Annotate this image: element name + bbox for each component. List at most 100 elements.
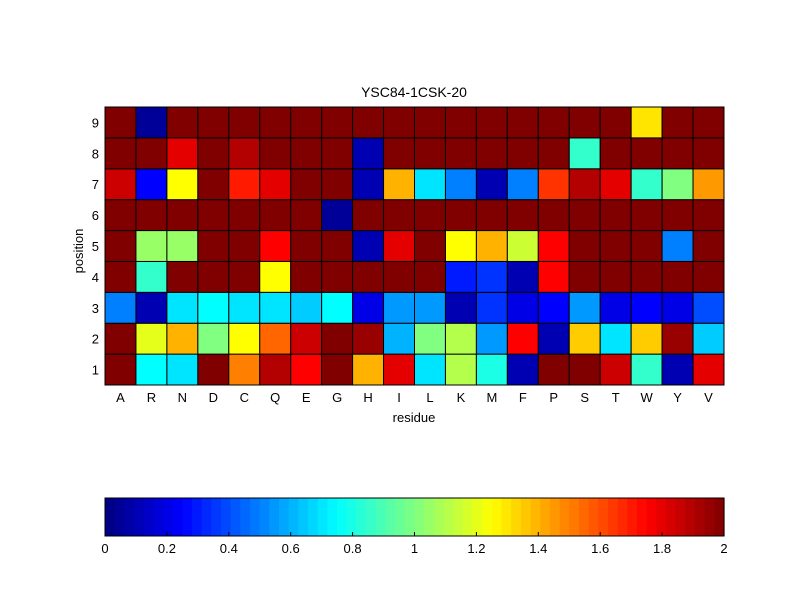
heatmap-cell-N-6 [166, 199, 199, 232]
colorbar-segment [646, 498, 657, 536]
heatmap-cell-Y-5 [661, 230, 694, 262]
colorbar-segment [404, 498, 416, 536]
colorbar-segment [530, 498, 541, 536]
heatmap-cell-Q-9 [259, 106, 292, 139]
heatmap-cell-N-8 [166, 137, 199, 170]
colorbar-segment [114, 498, 125, 536]
heatmap-cell-A-9 [104, 106, 137, 139]
y-tick-label-9: 9 [92, 115, 99, 130]
heatmap-cell-M-8 [475, 137, 508, 170]
heatmap-cell-R-8 [135, 137, 168, 170]
heatmap-cell-K-1 [444, 353, 477, 386]
heatmap-cell-H-7 [352, 168, 385, 201]
heatmap-cell-T-7 [599, 168, 632, 201]
x-tick-label-F: F [519, 390, 527, 405]
colorbar-segment [327, 498, 338, 536]
heatmap-cell-N-7 [166, 168, 199, 201]
y-tick-label-8: 8 [92, 146, 99, 161]
colorbar-segment [395, 498, 406, 536]
heatmap-cell-Y-3 [661, 291, 694, 324]
heatmap-cell-N-4 [166, 260, 199, 293]
heatmap-cell-Q-4 [259, 260, 292, 293]
heatmap-cell-L-6 [414, 199, 446, 232]
heatmap-cell-Y-1 [661, 353, 694, 386]
heatmap-cell-P-1 [537, 353, 570, 386]
heatmap-cell-R-9 [135, 106, 168, 139]
colorbar-segment [694, 498, 706, 536]
heatmap-cells [104, 106, 725, 386]
x-tick-label-A: A [116, 390, 125, 405]
heatmap-cell-K-6 [444, 199, 477, 232]
heatmap-cell-V-9 [692, 106, 725, 139]
colorbar-segment [617, 498, 628, 536]
heatmap-cell-V-7 [692, 168, 725, 201]
heatmap-cell-H-2 [352, 322, 385, 355]
colorbar-tick-label: 0 [101, 541, 108, 556]
heatmap-cell-S-5 [568, 230, 601, 262]
heatmap-cell-Y-8 [661, 137, 694, 170]
heatmap-cell-I-9 [383, 106, 415, 139]
heatmap-cell-L-2 [414, 322, 446, 355]
heatmap-cell-C-7 [228, 168, 261, 201]
heatmap-cell-E-1 [290, 353, 323, 386]
heatmap-cell-K-8 [444, 137, 477, 170]
y-tick-label-4: 4 [92, 270, 99, 285]
heatmap-cell-Y-6 [661, 199, 694, 232]
x-tick-label-L: L [426, 390, 433, 405]
colorbar-segment [598, 498, 609, 536]
heatmap-cell-Y-9 [661, 106, 694, 139]
colorbar-segment [163, 498, 174, 536]
heatmap-cell-Q-1 [259, 353, 292, 386]
heatmap-cell-V-4 [692, 260, 725, 293]
colorbar-segment [250, 498, 261, 536]
heatmap-cell-Q-8 [259, 137, 292, 170]
heatmap-cell-C-6 [228, 199, 261, 232]
heatmap-cell-K-9 [444, 106, 477, 139]
heatmap-cell-G-7 [321, 168, 354, 201]
heatmap-cell-E-8 [290, 137, 323, 170]
heatmap-cell-H-1 [352, 353, 385, 386]
colorbar-segment [385, 498, 396, 536]
colorbar-tick-label: 0.4 [220, 541, 238, 556]
colorbar-segment [134, 498, 145, 536]
heatmap-cell-R-7 [135, 168, 168, 201]
heatmap-cell-V-5 [692, 230, 725, 262]
heatmap-cell-D-5 [197, 230, 230, 262]
heatmap-cell-V-8 [692, 137, 725, 170]
heatmap-cell-G-4 [321, 260, 354, 293]
heatmap-cell-F-3 [506, 291, 539, 324]
heatmap-cell-P-9 [537, 106, 570, 139]
heatmap-cell-K-4 [444, 260, 477, 293]
heatmap-cell-I-2 [383, 322, 415, 355]
x-tick-label-P: P [549, 390, 558, 405]
heatmap-cell-Q-5 [259, 230, 292, 262]
colorbar-segment [308, 498, 319, 536]
colorbar-segment [501, 498, 512, 536]
heatmap-cell-I-5 [383, 230, 415, 262]
heatmap-cell-D-7 [197, 168, 230, 201]
colorbar-segment [636, 498, 648, 536]
x-tick-label-K: K [457, 390, 466, 405]
heatmap-cell-D-1 [197, 353, 230, 386]
heatmap-cell-G-3 [321, 291, 354, 324]
heatmap-cell-A-3 [104, 291, 137, 324]
heatmap-cell-D-4 [197, 260, 230, 293]
heatmap-cell-A-5 [104, 230, 137, 262]
heatmap-cell-Q-6 [259, 199, 292, 232]
colorbar-segment [230, 498, 241, 536]
heatmap-cell-F-5 [506, 230, 539, 262]
heatmap-cell-C-9 [228, 106, 261, 139]
heatmap-cell-W-3 [630, 291, 663, 324]
heatmap-cell-E-5 [290, 230, 323, 262]
heatmap-cell-I-4 [383, 260, 415, 293]
heatmap-cell-K-7 [444, 168, 477, 201]
heatmap-cell-A-1 [104, 353, 137, 386]
x-tick-label-Q: Q [270, 390, 280, 405]
colorbar-segment [685, 498, 696, 536]
heatmap-cell-M-9 [475, 106, 508, 139]
colorbar-segment [337, 498, 348, 536]
heatmap-cell-L-7 [414, 168, 446, 201]
heatmap-cell-G-2 [321, 322, 354, 355]
heatmap-cell-M-2 [475, 322, 508, 355]
